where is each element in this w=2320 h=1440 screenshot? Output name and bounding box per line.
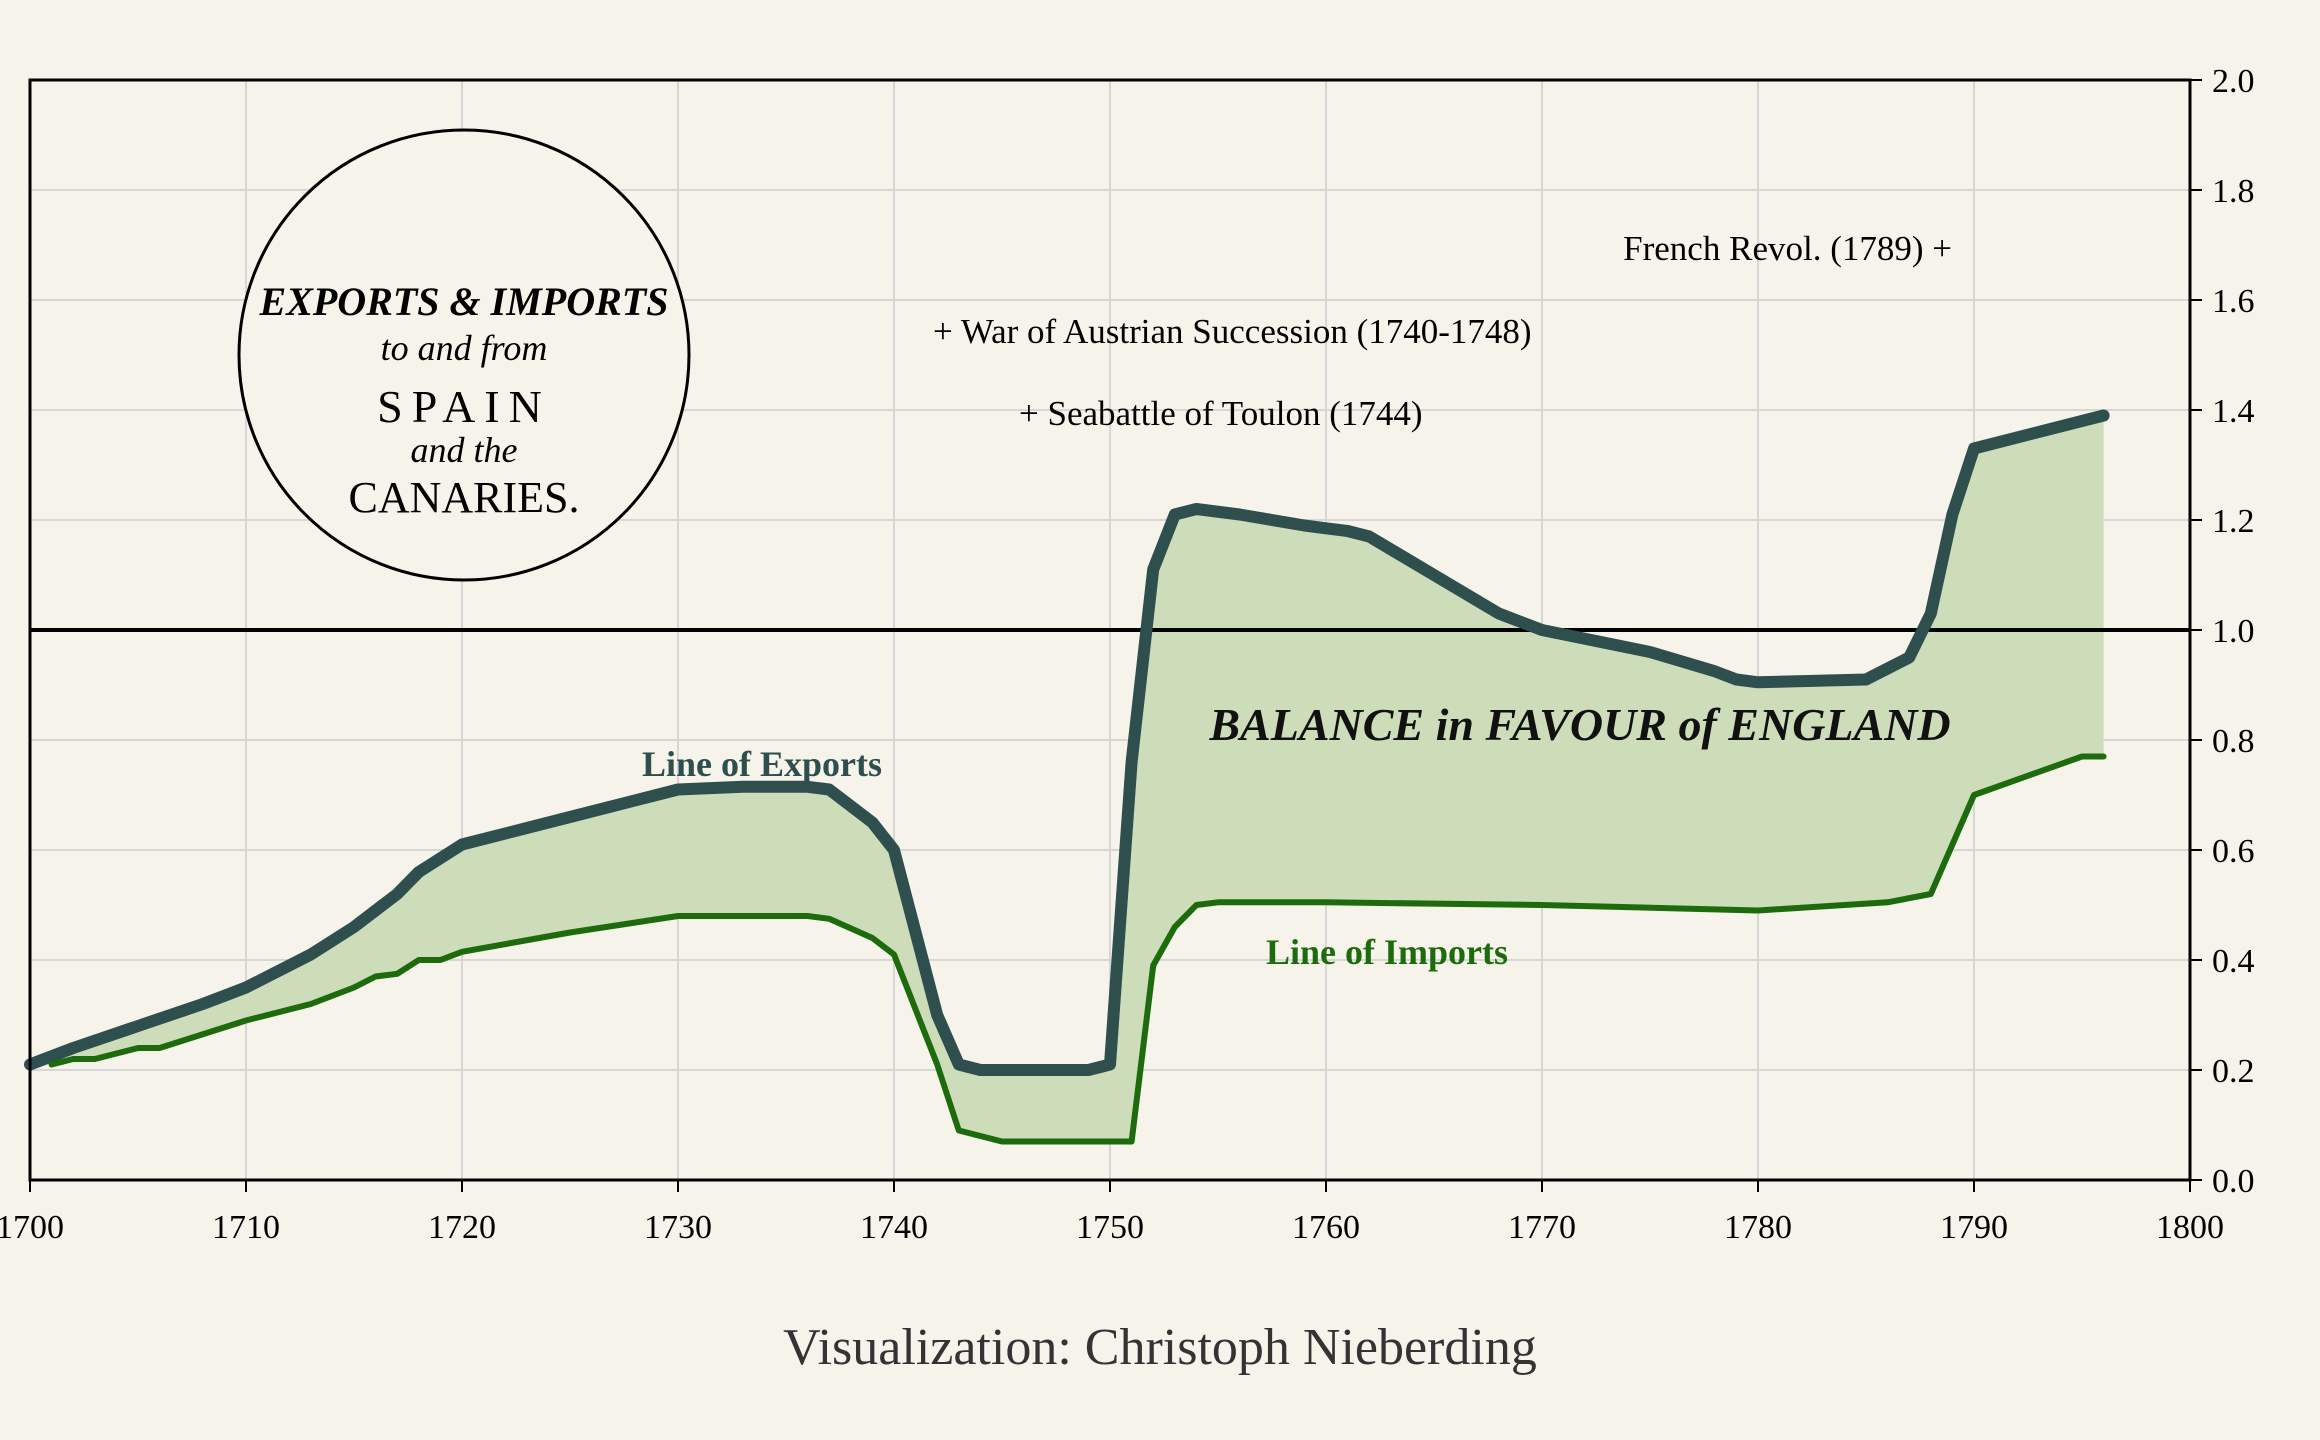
- y-tick-label: 0.2: [2212, 1053, 2255, 1090]
- balance-area: [30, 415, 2104, 1142]
- x-tick-label: 1750: [1076, 1209, 1144, 1246]
- title-circle: EXPORTS & IMPORTS to and from SPAIN and …: [237, 128, 691, 582]
- chart-svg: 1700 1710 1720 1730 1740 1750 1760 1770 1780 1790…: [0, 63, 2255, 1246]
- title-line-4: and the: [411, 430, 518, 470]
- x-tick-label: 1780: [1724, 1209, 1792, 1246]
- x-tick-label: 1790: [1940, 1209, 2008, 1246]
- imports-label: Line of Imports: [1266, 932, 1508, 972]
- title-line-5: CANARIES.: [348, 473, 579, 522]
- y-tick-label: 0.8: [2212, 723, 2255, 760]
- y-tick-label: 0.0: [2212, 1163, 2255, 1200]
- y-tick-label: 1.8: [2212, 173, 2255, 210]
- exports-line: [24, 409, 2110, 1076]
- x-tick-label: 1800: [2156, 1209, 2224, 1246]
- y-tick-label: 1.6: [2212, 283, 2255, 320]
- x-tick-label: 1720: [428, 1209, 496, 1246]
- title-line-3: SPAIN: [377, 381, 551, 432]
- x-tick-label: 1700: [0, 1209, 64, 1246]
- y-tick-label: 0.4: [2212, 943, 2255, 980]
- y-tick-label: 0.6: [2212, 833, 2255, 870]
- y-tick-label: 2.0: [2212, 63, 2255, 100]
- title-line-1: EXPORTS & IMPORTS: [259, 279, 669, 324]
- x-tick-label: 1740: [860, 1209, 928, 1246]
- x-tick-label: 1760: [1292, 1209, 1360, 1246]
- annotation-french-revolution: French Revol. (1789) +: [1623, 229, 1952, 268]
- annotation-austrian-succession: + War of Austrian Succession (1740-1748): [933, 312, 1532, 351]
- y-tick-label: 1.2: [2212, 503, 2255, 540]
- imports-line: [48, 753, 2107, 1145]
- credit: Visualization: Christoph Nieberding: [783, 1319, 1537, 1376]
- x-tick-label: 1730: [644, 1209, 712, 1246]
- exports-label: Line of Exports: [642, 744, 882, 784]
- x-tick-label: 1770: [1508, 1209, 1576, 1246]
- y-axis: 0.0 0.2 0.4 0.6 0.8 1.0 1.2 1.4 1.6 1.8 2.0: [2190, 63, 2255, 1200]
- balance-label: BALANCE in FAVOUR of ENGLAND: [1208, 699, 1950, 750]
- y-tick-label: 1.0: [2212, 613, 2255, 650]
- annotation-toulon: + Seabattle of Toulon (1744): [1019, 394, 1423, 433]
- x-tick-label: 1710: [212, 1209, 280, 1246]
- x-axis: 1700 1710 1720 1730 1740 1750 1760 1770 1780 1790…: [0, 1180, 2224, 1246]
- title-line-2: to and from: [381, 328, 548, 368]
- y-tick-label: 1.4: [2212, 393, 2255, 430]
